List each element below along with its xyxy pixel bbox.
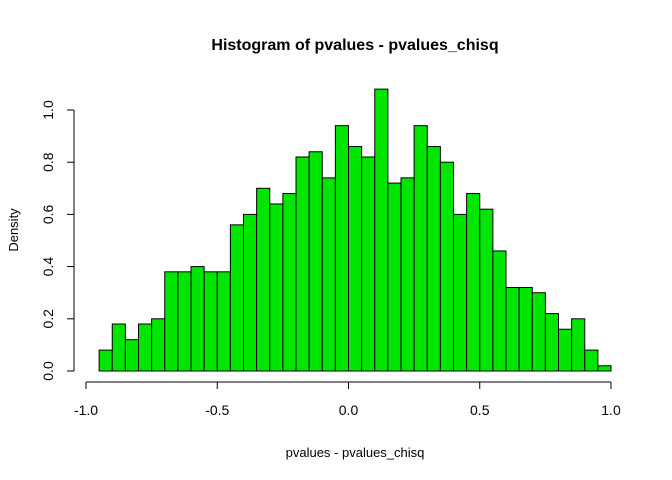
histogram-bar	[216, 271, 231, 372]
histogram-bar	[426, 146, 441, 372]
y-tick-label: 0.4	[40, 257, 56, 277]
histogram-bar	[413, 125, 428, 372]
histogram-bar	[111, 323, 126, 372]
histogram-bar	[558, 328, 573, 372]
chart-title: Histogram of pvalues - pvalues_chisq	[211, 37, 498, 54]
histogram-bar	[151, 318, 166, 372]
histogram-bar	[479, 208, 494, 372]
histogram-bar	[138, 323, 153, 372]
histogram-bar	[269, 203, 284, 372]
x-tick-label: -0.5	[205, 402, 229, 418]
histogram-bar	[190, 266, 205, 372]
histogram-bar	[203, 271, 218, 372]
histogram-bar	[243, 213, 258, 372]
histogram-bar	[584, 349, 599, 372]
histogram-bar	[374, 88, 389, 372]
histogram-bar	[544, 313, 559, 372]
y-axis: 0.0 0.2 0.4 0.6 0.8 1.0	[40, 100, 75, 381]
y-tick-label: 0.2	[40, 309, 56, 329]
histogram-bar	[124, 339, 139, 372]
x-tick-label: 0.0	[339, 402, 359, 418]
histogram-bar	[531, 292, 546, 372]
histogram-bar	[492, 250, 507, 372]
histogram-bar	[505, 286, 520, 372]
x-tick-label: 0.5	[470, 402, 490, 418]
histogram-bar	[321, 177, 336, 372]
y-tick-label: 0.0	[40, 361, 56, 381]
histogram-bar	[597, 365, 612, 372]
histogram-bar	[348, 146, 363, 372]
x-tick-label: 1.0	[601, 402, 621, 418]
x-axis: -1.0 -0.5 0.0 0.5 1.0	[74, 381, 621, 418]
histogram-bar	[256, 187, 271, 372]
histogram-bar	[571, 318, 586, 372]
histogram-bar	[177, 271, 192, 372]
histogram-bar	[387, 182, 402, 372]
histogram-bar	[400, 177, 415, 372]
histogram-bar	[308, 151, 323, 372]
histogram-bar	[229, 224, 244, 372]
x-tick-label: -1.0	[74, 402, 98, 418]
y-tick-label: 0.8	[40, 152, 56, 172]
x-axis-label: pvalues - pvalues_chisq	[286, 445, 425, 460]
histogram-bar	[334, 125, 349, 372]
bars-group	[98, 88, 612, 372]
histogram-bar	[361, 156, 376, 372]
histogram-bar	[164, 271, 179, 372]
y-tick-label: 0.6	[40, 204, 56, 224]
histogram-bar	[439, 161, 454, 372]
histogram-bar	[518, 286, 533, 372]
histogram-bar	[453, 213, 468, 372]
histogram-bar	[282, 193, 297, 372]
histogram-bar	[98, 349, 113, 372]
histogram-bar	[295, 156, 310, 372]
histogram-bar	[466, 193, 481, 372]
y-tick-label: 1.0	[40, 100, 56, 120]
y-axis-label: Density	[6, 208, 21, 252]
